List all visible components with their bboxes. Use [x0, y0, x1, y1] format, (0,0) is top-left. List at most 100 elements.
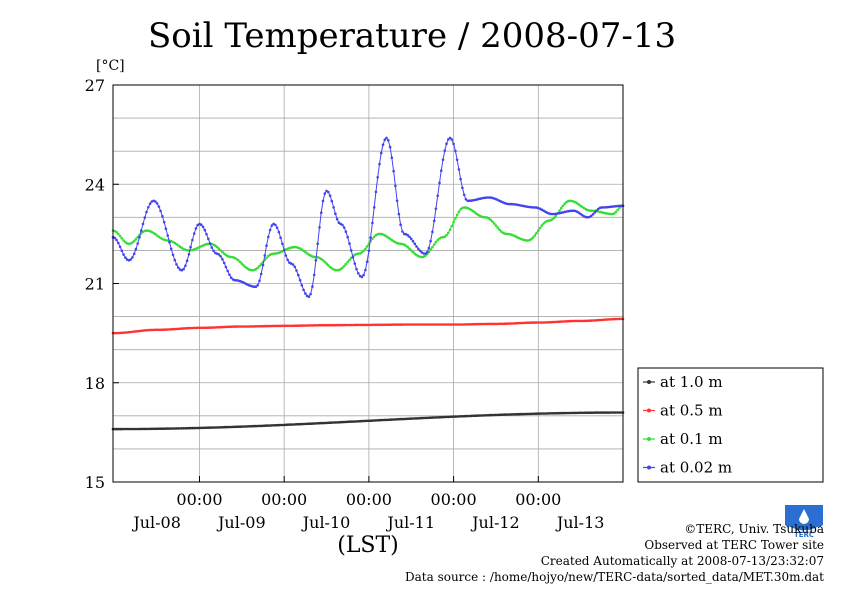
series-point — [556, 411, 559, 415]
series-point — [302, 249, 305, 253]
series-point — [411, 250, 415, 254]
series-point — [360, 323, 364, 327]
series-point — [552, 216, 556, 219]
series-point — [420, 323, 424, 326]
series-point — [535, 231, 538, 235]
x-tick-time-label: 00:00 — [261, 490, 307, 509]
series-point — [349, 323, 353, 327]
series-point — [348, 242, 351, 245]
x-tick-date-label: Jul-08 — [131, 513, 181, 532]
y-axis-unit: [°C] — [96, 58, 125, 74]
series-point — [219, 254, 222, 258]
series-point — [371, 323, 374, 327]
series-point — [491, 220, 494, 223]
series-point — [579, 411, 582, 415]
series-point — [311, 285, 314, 288]
series-point — [282, 248, 286, 252]
series-point — [459, 323, 462, 326]
series-point — [131, 241, 134, 244]
series-point — [614, 317, 618, 321]
series-point — [409, 249, 413, 252]
series-point — [201, 326, 205, 330]
series-point — [445, 323, 448, 326]
series-point — [131, 256, 134, 259]
series-point — [406, 233, 410, 237]
series-point — [406, 245, 410, 249]
series-point — [175, 263, 178, 266]
series-point — [559, 411, 563, 415]
credits-block: ©TERC, Univ. Tsukuba Observed at TERC To… — [405, 521, 824, 585]
series-point — [215, 426, 219, 429]
series-point — [274, 223, 277, 227]
series-point — [295, 269, 298, 272]
x-tick-time-label: 00:00 — [176, 490, 222, 509]
series-point — [302, 288, 305, 292]
series-point — [494, 322, 498, 326]
series-point — [408, 247, 411, 250]
series-point — [372, 206, 376, 209]
series-point — [259, 324, 263, 328]
x-tick-date-label: Jul-13 — [555, 513, 605, 532]
series-point — [275, 226, 279, 229]
series-point — [441, 158, 445, 161]
series-point — [265, 256, 268, 260]
series-point — [439, 169, 443, 172]
legend-label: at 0.02 m — [660, 459, 732, 477]
series-point — [122, 253, 125, 256]
series-point — [277, 230, 281, 234]
series-point — [309, 292, 312, 296]
series-point — [196, 326, 199, 330]
series-point — [409, 323, 413, 326]
series-point — [134, 247, 138, 251]
series-point — [341, 223, 344, 227]
series-point — [365, 245, 369, 248]
series-point — [286, 258, 290, 262]
legend: at 1.0 m at 0.5 m at 0.1 m at 0.02 m — [637, 367, 824, 483]
series-point — [319, 211, 323, 214]
series-point — [589, 214, 593, 218]
series-point — [327, 264, 330, 267]
series-point — [545, 412, 549, 415]
series-point — [417, 323, 420, 326]
series-point — [212, 249, 215, 253]
series-point — [584, 411, 588, 415]
series-point — [289, 324, 293, 328]
series-point — [542, 412, 545, 415]
series-point — [318, 226, 321, 229]
series-point — [129, 427, 132, 431]
series-point — [406, 323, 410, 326]
series-point — [395, 199, 399, 202]
series-point — [425, 251, 429, 254]
y-tick-label: 24 — [85, 175, 105, 194]
series-point — [342, 226, 346, 229]
series-layer — [111, 136, 625, 431]
series-point — [256, 325, 260, 328]
x-tick-date-label: Jul-10 — [301, 513, 351, 532]
series-point — [295, 324, 298, 328]
series-point — [353, 262, 357, 265]
series-point — [145, 427, 148, 431]
series-point — [164, 227, 168, 231]
series-point — [369, 236, 372, 239]
series-point — [374, 190, 378, 194]
series-point — [224, 265, 228, 269]
series-point — [480, 322, 484, 326]
series-point — [203, 228, 207, 232]
series-point — [210, 246, 214, 249]
series-point — [575, 319, 579, 323]
series-point — [457, 168, 461, 171]
series-point — [409, 237, 413, 241]
series-point — [558, 209, 561, 212]
series-point — [529, 321, 533, 324]
legend-swatch-dot — [647, 380, 651, 384]
series-point — [122, 427, 125, 431]
legend-label: at 1.0 m — [660, 373, 723, 391]
series-point — [466, 414, 470, 418]
series-point — [570, 411, 574, 415]
series-point — [519, 412, 522, 416]
series-point — [132, 239, 136, 243]
y-tick-label: 15 — [85, 473, 105, 492]
series-point — [540, 412, 544, 415]
series-point — [327, 323, 330, 327]
